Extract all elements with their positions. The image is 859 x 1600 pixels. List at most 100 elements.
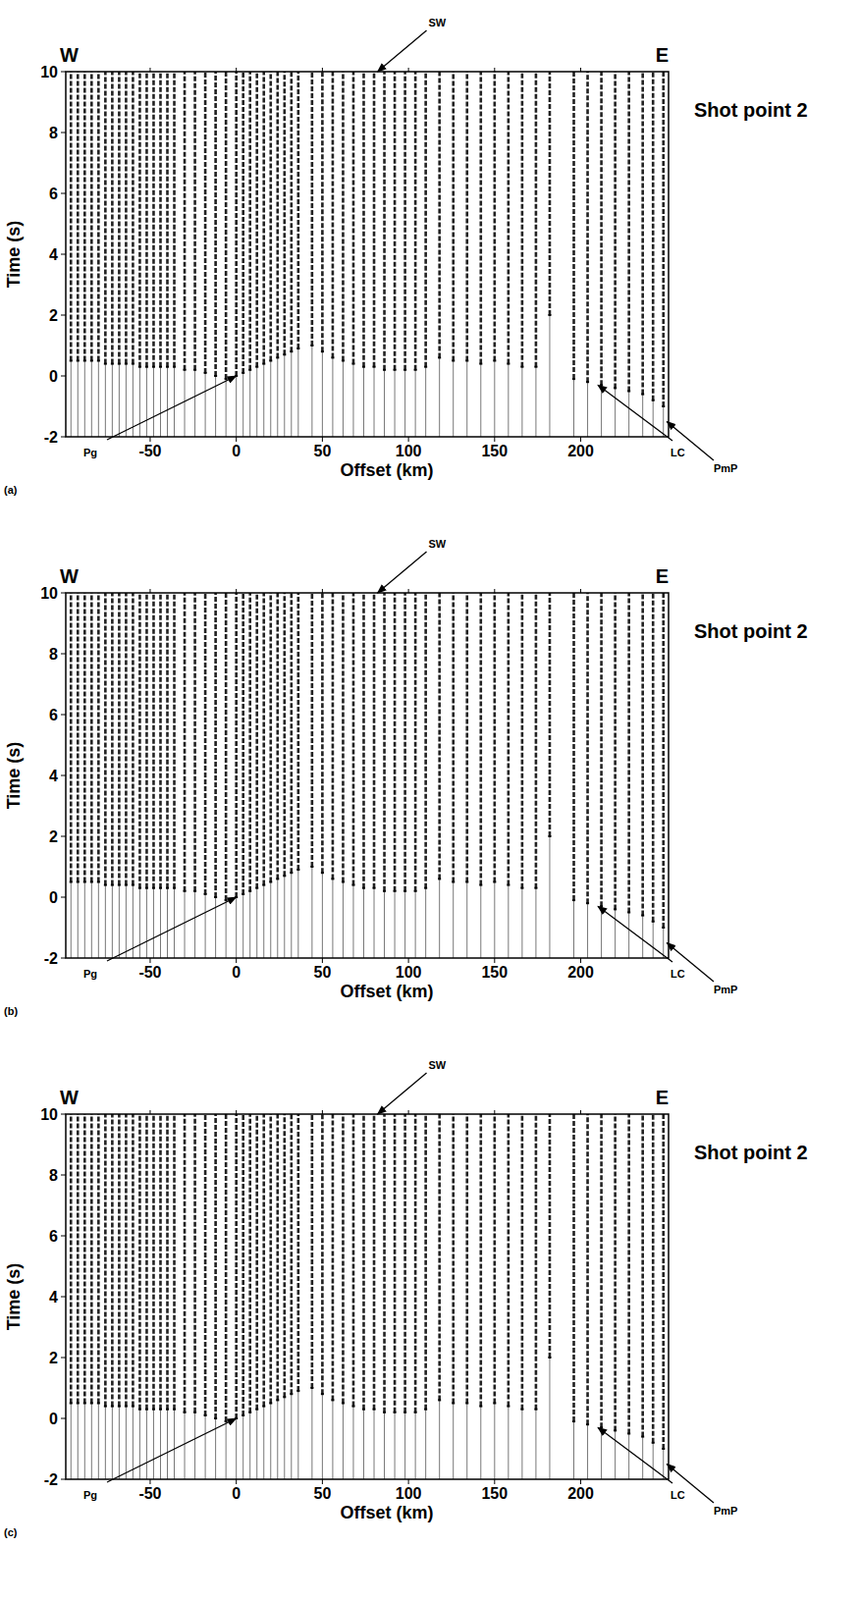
trace-energy: [165, 1114, 169, 1410]
trace-onset: [627, 1433, 631, 1436]
trace-quiet: [425, 367, 427, 437]
trace-energy: [117, 1114, 121, 1407]
x-tick-top: [580, 589, 582, 593]
trace-quiet: [146, 888, 148, 959]
trace-quiet: [587, 381, 589, 437]
trace-quiet: [225, 1421, 227, 1480]
y-tick-label: 4: [49, 1288, 58, 1306]
trace-energy: [424, 1114, 428, 1410]
trace-onset: [124, 363, 128, 366]
trace-energy: [214, 71, 217, 376]
trace-energy: [613, 71, 617, 388]
trace-onset: [224, 1420, 228, 1423]
trace-onset: [351, 1405, 355, 1408]
trace-quiet: [84, 361, 86, 438]
x-tick: [493, 1479, 495, 1485]
trace-onset: [83, 360, 87, 363]
annotation-arrow: [597, 384, 673, 441]
trace-energy: [255, 1114, 259, 1410]
annotation-arrow: [666, 422, 714, 462]
trace-onset: [414, 890, 418, 893]
trace-onset: [255, 887, 259, 890]
trace-onset: [104, 363, 108, 366]
trace-energy: [282, 592, 286, 876]
trace-onset: [165, 887, 169, 890]
trace-quiet: [153, 1409, 155, 1480]
trace-energy: [172, 71, 176, 368]
x-tick-label: 200: [567, 1485, 594, 1503]
trace-energy: [214, 1114, 217, 1419]
trace-onset: [310, 865, 314, 868]
y-tick-label: 2: [49, 1349, 58, 1367]
trace-energy: [414, 592, 418, 892]
trace-energy: [382, 1114, 386, 1413]
trace-onset: [451, 881, 455, 884]
trace-quiet: [184, 370, 186, 437]
trace-quiet: [374, 367, 376, 437]
trace-onset: [124, 1405, 128, 1408]
trace-quiet: [480, 1406, 482, 1480]
x-tick: [580, 958, 582, 964]
trace-onset: [152, 366, 156, 369]
trace-quiet: [662, 1449, 664, 1480]
trace-onset: [262, 884, 266, 887]
trace-onset: [506, 1405, 510, 1408]
y-tick: [60, 958, 66, 960]
trace-quiet: [256, 367, 258, 437]
trace-quiet: [507, 885, 509, 959]
x-tick-top: [493, 67, 495, 72]
trace-energy: [321, 592, 324, 873]
trace-onset: [289, 1393, 293, 1396]
trace-onset: [110, 884, 114, 887]
y-tick-label: -2: [44, 950, 58, 967]
trace-onset: [138, 887, 142, 890]
trace-quiet: [600, 1427, 602, 1480]
trace-quiet: [600, 384, 602, 437]
trace-energy: [172, 1114, 176, 1410]
trace-energy: [521, 1114, 525, 1410]
x-tick: [235, 436, 237, 442]
annotation-label: PmP: [713, 983, 738, 996]
trace-quiet: [652, 921, 654, 959]
y-tick: [60, 1357, 66, 1359]
trace-energy: [152, 71, 156, 368]
trace-quiet: [352, 364, 354, 437]
trace-quiet: [77, 1403, 79, 1481]
trace-onset: [586, 902, 590, 905]
trace-energy: [97, 592, 101, 883]
trace-quiet: [311, 866, 313, 959]
y-tick-label: 6: [49, 1228, 58, 1245]
trace-energy: [90, 71, 94, 362]
trace-onset: [547, 314, 551, 317]
trace-energy: [507, 71, 511, 365]
y-tick-label: 8: [49, 1167, 58, 1184]
y-tick-label: -2: [44, 429, 58, 446]
trace-quiet: [331, 357, 333, 437]
trace-energy: [183, 71, 187, 371]
trace-energy: [493, 71, 497, 362]
y-tick: [60, 775, 66, 777]
trace-onset: [424, 366, 428, 369]
trace-onset: [83, 1402, 87, 1405]
trace-onset: [321, 1393, 324, 1396]
trace-onset: [451, 1402, 455, 1405]
panel-label: (c): [3, 1526, 18, 1539]
trace-energy: [290, 592, 294, 873]
trace-quiet: [249, 1412, 251, 1480]
trace-energy: [311, 592, 315, 867]
trace-quiet: [70, 1403, 72, 1481]
trace-energy: [131, 71, 135, 365]
trace-onset: [341, 1402, 345, 1405]
trace-energy: [204, 592, 208, 895]
frame: [65, 71, 669, 437]
x-tick: [149, 436, 151, 442]
trace-energy: [297, 592, 301, 870]
y-tick: [60, 1296, 66, 1298]
trace-onset: [437, 356, 441, 359]
annotation-label: LC: [670, 446, 686, 459]
trace-onset: [76, 1402, 80, 1405]
trace-onset: [437, 877, 441, 880]
trace-onset: [296, 868, 300, 871]
x-tick-top: [408, 1110, 410, 1115]
trace-onset: [289, 350, 293, 353]
